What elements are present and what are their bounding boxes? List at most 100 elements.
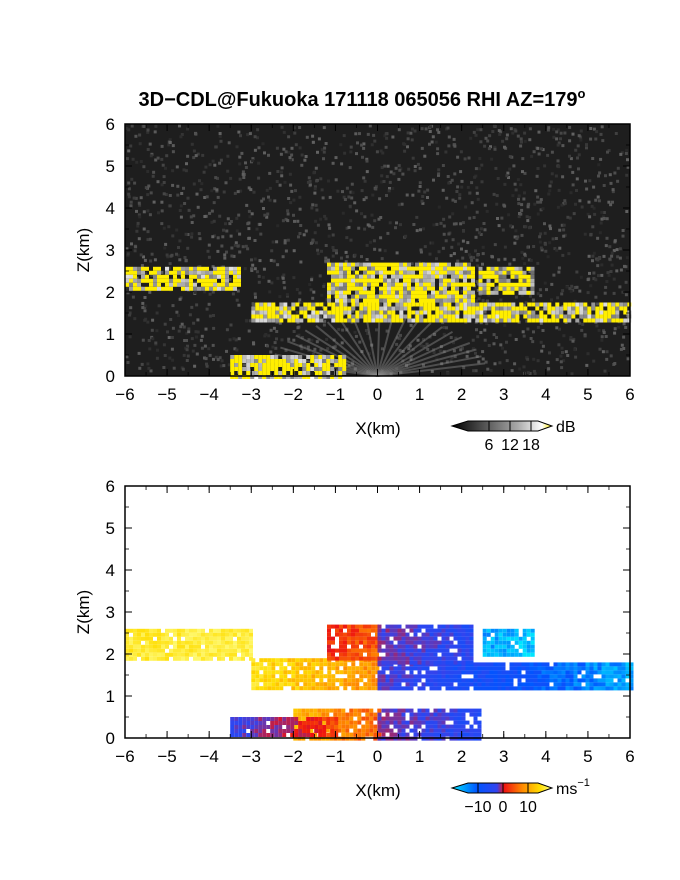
- velocity-cell-4: [381, 632, 386, 637]
- reflectivity-cell-2: [471, 270, 475, 275]
- velocity-cell-7: [473, 716, 478, 721]
- noise-pixel: [160, 157, 164, 161]
- velocity-cell-2: [617, 682, 622, 687]
- velocity-cell-1: [303, 666, 308, 671]
- noise-pixel: [204, 327, 208, 331]
- velocity-cell-2: [421, 682, 426, 687]
- velocity-cell-4: [405, 640, 410, 645]
- noise-pixel: [203, 196, 207, 199]
- velocity-cell-8: [262, 733, 267, 737]
- noise-pixel: [265, 188, 269, 192]
- velocity-cell-0: [141, 632, 145, 637]
- velocity-cell-4: [445, 624, 450, 629]
- noise-pixel: [235, 145, 239, 149]
- velocity-cell-8: [278, 733, 283, 737]
- reflectivity-cell-0: [149, 286, 153, 291]
- velocity-cell-4: [441, 632, 446, 637]
- noise-pixel: [431, 135, 435, 139]
- noise-pixel: [568, 287, 572, 291]
- reflectivity-cell-3: [506, 290, 511, 295]
- reflectivity-cell-1: [391, 306, 396, 311]
- velocity-cell-1: [367, 686, 372, 691]
- reflectivity-cell-1: [403, 302, 408, 307]
- reflectivity-cell-2: [439, 286, 443, 291]
- velocity-cell-1: [331, 666, 336, 671]
- noise-pixel: [391, 135, 395, 139]
- reflectivity-cell-4: [302, 375, 307, 379]
- velocity-cell-2: [553, 662, 558, 667]
- noise-pixel: [526, 245, 530, 249]
- reflectivity-cell-1: [539, 318, 544, 323]
- velocity-cell-1: [259, 686, 264, 691]
- noise-pixel: [503, 245, 507, 249]
- velocity-cell-0: [161, 640, 165, 645]
- noise-pixel: [479, 233, 483, 236]
- noise-pixel: [609, 354, 613, 358]
- noise-pixel: [592, 206, 596, 210]
- noise-pixel: [138, 142, 142, 146]
- noise-pixel: [283, 180, 287, 184]
- noise-pixel: [597, 199, 601, 203]
- noise-pixel: [482, 222, 486, 225]
- velocity-cell-0: [229, 652, 233, 657]
- velocity-cell-1: [367, 662, 372, 667]
- reflectivity-cell-4: [270, 375, 275, 379]
- velocity-cell-1: [295, 662, 300, 667]
- velocity-cell-4: [377, 636, 382, 641]
- reflectivity-cell-2: [387, 298, 391, 303]
- noise-pixel: [463, 157, 467, 161]
- velocity-cell-0: [157, 656, 161, 661]
- velocity-cell-2: [505, 686, 510, 691]
- noise-pixel: [205, 307, 209, 311]
- noise-pixel: [314, 203, 318, 207]
- velocity-cell-2: [621, 682, 626, 687]
- noise-pixel: [359, 271, 363, 275]
- reflectivity-cell-1: [555, 302, 560, 307]
- reflectivity-cell-1: [463, 302, 468, 307]
- noise-pixel: [516, 134, 520, 138]
- noise-pixel: [331, 161, 335, 165]
- reflectivity-cell-2: [403, 286, 407, 291]
- velocity-cell-2: [513, 670, 518, 675]
- noise-pixel: [581, 322, 585, 326]
- velocity-cell-2: [429, 678, 434, 683]
- reflectivity-cell-2: [379, 262, 383, 267]
- reflectivity-cell-1: [371, 318, 376, 323]
- reflectivity-cell-0: [225, 270, 229, 275]
- reflectivity-cell-2: [455, 270, 459, 275]
- x-tick-label: 4: [541, 747, 550, 766]
- reflectivity-cell-1: [519, 302, 524, 307]
- reflectivity-cell-0: [221, 286, 225, 291]
- noise-pixel: [391, 345, 395, 349]
- noise-pixel: [445, 196, 449, 200]
- noise-pixel: [236, 289, 240, 293]
- velocity-cell-3: [347, 632, 351, 637]
- noise-pixel: [185, 359, 189, 362]
- velocity-cell-1: [255, 662, 260, 667]
- velocity-cell-2: [601, 686, 606, 691]
- reflectivity-cell-1: [475, 306, 480, 311]
- noise-pixel: [192, 281, 196, 285]
- reflectivity-cell-0: [213, 266, 217, 271]
- noise-pixel: [175, 310, 179, 314]
- velocity-cell-8: [250, 721, 255, 725]
- noise-pixel: [562, 202, 566, 206]
- velocity-cell-0: [241, 648, 245, 653]
- noise-pixel: [341, 328, 345, 332]
- noise-pixel: [468, 253, 471, 257]
- reflectivity-cell-1: [363, 314, 368, 319]
- velocity-cell-8: [230, 729, 235, 733]
- reflectivity-cell-0: [193, 266, 197, 271]
- noise-pixel: [544, 249, 548, 253]
- reflectivity-cell-2: [379, 298, 383, 303]
- reflectivity-cell-1: [507, 318, 512, 323]
- velocity-cell-0: [165, 652, 169, 657]
- velocity-cell-1: [311, 670, 316, 675]
- velocity-cell-7: [389, 728, 394, 733]
- velocity-cell-0: [173, 640, 177, 645]
- noise-pixel: [459, 348, 463, 352]
- reflectivity-cell-2: [375, 298, 379, 303]
- velocity-cell-1: [319, 658, 324, 663]
- y-tick-label: 5: [106, 519, 115, 538]
- reflectivity-cell-1: [443, 310, 448, 315]
